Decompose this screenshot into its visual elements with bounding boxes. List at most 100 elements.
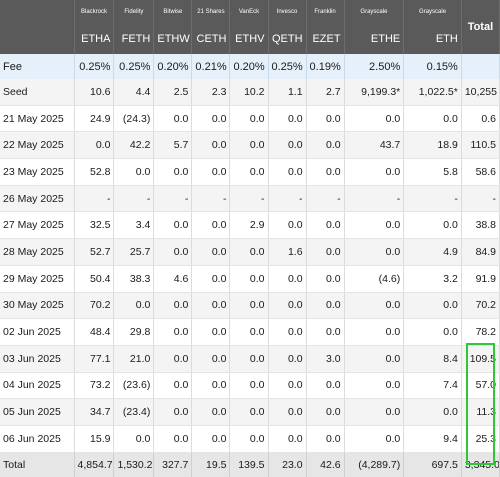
table-row: 04 Jun 2025 73.2 (23.6) 0.0 0.0 0.0 0.0 0.0 0.0 7…	[0, 372, 500, 400]
row-label: 03 Jun 2025	[0, 345, 75, 373]
flow-cell: 4.6	[153, 265, 193, 293]
table-row: 06 Jun 2025 15.9 0.0 0.0 0.0 0.0 0.0 0.0 0.0 9.4 2…	[0, 425, 500, 453]
flow-cell: -	[229, 185, 269, 213]
corner-header-cell	[0, 0, 75, 23]
row-total-cell: 10,255	[461, 79, 500, 106]
fee-total-cell	[461, 54, 500, 79]
totals-cell: 4,854.7	[74, 452, 115, 477]
flow-cell: -	[153, 185, 193, 213]
totals-label: Total	[0, 452, 75, 477]
flow-cell: 0.0	[229, 131, 269, 160]
flow-cell: 0.0	[191, 345, 231, 373]
fee-cell: 2.50%	[344, 54, 405, 79]
flow-cell: 0.0	[403, 398, 462, 426]
row-total-cell: -	[461, 185, 500, 213]
flow-cell: 0.0	[344, 345, 405, 373]
ticker-header-cell: ETHE	[344, 23, 405, 54]
flow-cell: 2.5	[153, 79, 193, 106]
table-row: 21 May 2025 24.9 (24.3) 0.0 0.0 0.0 0.0 0.0 0.0 0…	[0, 105, 500, 133]
issuer-header-cell: Bitwise	[153, 0, 193, 23]
flow-cell: 0.0	[268, 318, 307, 346]
totals-cell: 23.0	[268, 452, 307, 477]
issuer-header-cell: Grayscale	[403, 0, 462, 23]
flow-cell: 73.2	[74, 372, 115, 400]
row-total-cell: 38.8	[461, 211, 500, 240]
flow-cell: 0.0	[229, 238, 269, 266]
flow-cell: 9,199.3*	[344, 79, 405, 106]
ticker-header-cell: ETHW	[153, 23, 193, 54]
table-row: 26 May 2025- - - - - - - - - -	[0, 185, 500, 213]
flow-cell: 0.0	[268, 158, 307, 186]
totals-cell: 1,530.2	[113, 452, 155, 477]
flow-cell: 32.5	[74, 211, 115, 240]
ticker-header-cell: EZET	[306, 23, 345, 54]
table-row: 22 May 2025 0.0 42.2 5.7 0.0 0.0 0.0 0.0 43.7 18.…	[0, 131, 500, 160]
totals-cell: 697.5	[403, 452, 462, 477]
issuer-header-cell: Invesco	[268, 0, 307, 23]
flow-cell: 0.0	[153, 372, 193, 400]
flow-cell: 0.0	[344, 211, 405, 240]
table-row: Seed 10.6 4.4 2.5 2.3 10.2 1.1 2.7 9,199.3* 1,022…	[0, 79, 500, 106]
flow-cell: 0.0	[229, 265, 269, 293]
row-total-cell: 25.3	[461, 425, 500, 453]
flow-cell: (23.6)	[113, 372, 155, 400]
flow-cell: 0.0	[344, 292, 405, 320]
flow-cell: 0.0	[268, 211, 307, 240]
flow-cell: (23.4)	[113, 398, 155, 426]
issuer-header-cell: 21 Shares	[191, 0, 231, 23]
flow-cell: 2.7	[306, 79, 345, 106]
issuer-header-cell: Franklin	[306, 0, 345, 23]
flow-cell: 0.0	[191, 372, 231, 400]
flow-cell: 0.0	[153, 158, 193, 186]
flow-cell: 0.0	[268, 372, 307, 400]
flow-cell: 0.0	[153, 425, 193, 453]
flow-cell: 0.0	[191, 292, 231, 320]
flow-cell: 0.0	[191, 425, 231, 453]
flow-cell: 0.0	[153, 292, 193, 320]
ticker-header-cell: ETH	[403, 23, 462, 54]
flow-cell: 0.0	[344, 158, 405, 186]
row-label: 26 May 2025	[0, 185, 75, 213]
flow-cell: 0.0	[113, 158, 155, 186]
totals-cell: (4,289.7)	[344, 452, 405, 477]
row-total-cell: 58.6	[461, 158, 500, 186]
flow-cell: 3.2	[403, 265, 462, 293]
flow-cell: 24.9	[74, 105, 115, 133]
row-label: 28 May 2025	[0, 238, 75, 266]
row-total-cell: 110.5	[461, 131, 500, 160]
table-row: 27 May 2025 32.5 3.4 0.0 0.0 2.9 0.0 0.0 0.0 0.0 3…	[0, 211, 500, 240]
fee-cell: 0.25%	[74, 54, 115, 79]
flow-cell: -	[344, 185, 405, 213]
corner-header-cell	[0, 23, 75, 54]
row-total-cell: 84.9	[461, 238, 500, 266]
flow-cell: 52.8	[74, 158, 115, 186]
totals-cell: 139.5	[229, 452, 269, 477]
flow-cell: 0.0	[306, 105, 345, 133]
flow-cell: 42.2	[113, 131, 155, 160]
issuer-header-cell: Grayscale	[344, 0, 405, 23]
flow-cell: 0.0	[306, 131, 345, 160]
flow-cell: -	[74, 185, 115, 213]
flow-cell: 0.0	[191, 318, 231, 346]
grand-total-cell: 3,345.0	[461, 452, 500, 477]
flow-cell: 0.0	[306, 238, 345, 266]
flow-cell: 0.0	[306, 158, 345, 186]
flow-cell: 0.0	[268, 105, 307, 133]
flow-cell: 0.0	[268, 425, 307, 453]
flow-cell: 0.0	[191, 265, 231, 293]
flow-cell: 0.0	[229, 398, 269, 426]
flow-cell: 18.9	[403, 131, 462, 160]
row-label: 02 Jun 2025	[0, 318, 75, 346]
flow-cell: -	[403, 185, 462, 213]
row-total-cell: 78.2	[461, 318, 500, 346]
flow-cell: 1,022.5*	[403, 79, 462, 106]
flow-cell: 3.4	[113, 211, 155, 240]
flow-cell: 0.0	[268, 131, 307, 160]
flow-cell: 4.4	[113, 79, 155, 106]
flow-cell: 8.4	[403, 345, 462, 373]
fee-cell: 0.15%	[403, 54, 462, 79]
row-label: 27 May 2025	[0, 211, 75, 240]
ticker-header-row: ETHA FETH ETHW CETH ETHV QETH EZET ETHE ETH	[0, 23, 500, 54]
fee-cell: 0.19%	[306, 54, 345, 79]
